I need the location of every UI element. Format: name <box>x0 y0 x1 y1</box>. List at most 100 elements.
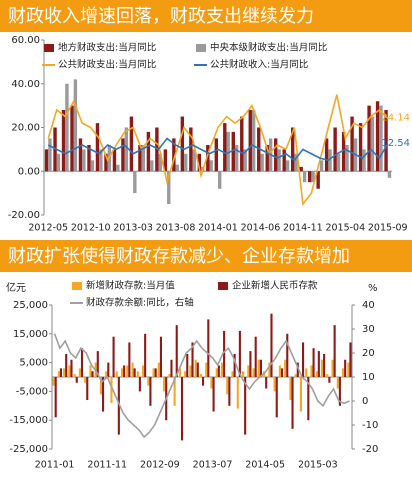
bar <box>99 149 103 172</box>
y2-tick-label: -10 <box>362 420 378 431</box>
bar <box>226 377 229 395</box>
bar <box>307 171 312 183</box>
bar <box>326 374 329 377</box>
bar <box>242 371 245 377</box>
bar <box>312 348 315 377</box>
x-tick-label: 2011-11 <box>87 460 127 471</box>
bar <box>275 377 278 418</box>
bar <box>89 365 92 377</box>
bar <box>249 351 252 377</box>
bar <box>252 368 255 377</box>
bar <box>123 365 126 377</box>
bar <box>121 138 125 172</box>
line <box>47 94 389 207</box>
chart-title: 财政收入增速回落，财政支出继续发力 <box>8 6 314 27</box>
bar <box>175 164 179 172</box>
legend-label: 财政存款余额:同比，右轴 <box>86 297 194 309</box>
bar <box>323 353 326 377</box>
bar <box>215 368 218 377</box>
bar <box>336 153 341 172</box>
bar <box>61 110 66 172</box>
bar <box>68 365 71 377</box>
bar <box>138 145 142 172</box>
bar <box>251 110 256 172</box>
bar <box>233 353 236 377</box>
bar <box>180 116 185 172</box>
bar <box>344 359 347 377</box>
bar <box>317 351 320 377</box>
bar <box>320 359 324 377</box>
bar <box>78 138 83 172</box>
value-label: 24.14 <box>381 112 410 123</box>
bar <box>142 365 145 377</box>
bar <box>199 374 202 377</box>
bar <box>54 377 57 418</box>
bar <box>290 127 295 172</box>
bar <box>150 160 154 172</box>
value-label: 12.54 <box>381 138 410 149</box>
x-tick-label: 2014-05 <box>245 460 285 471</box>
bar <box>205 362 208 377</box>
bar <box>265 145 269 172</box>
bar <box>116 164 120 172</box>
bar <box>338 377 341 406</box>
bar <box>328 377 331 383</box>
y-tick-label: 5,000 <box>19 358 48 369</box>
y2-axis-label: % <box>368 283 378 294</box>
bar <box>296 362 299 377</box>
bar <box>178 368 181 377</box>
bar <box>310 365 313 377</box>
bar <box>379 105 383 172</box>
bar <box>350 116 354 172</box>
bar <box>214 138 218 172</box>
y-tick-label: -25,000 <box>9 444 48 455</box>
bar <box>273 377 276 392</box>
bar <box>223 123 227 172</box>
bar <box>173 377 176 406</box>
bar <box>302 342 305 377</box>
bar <box>243 149 247 172</box>
bar <box>149 377 152 406</box>
y-tick-label: 15,000 <box>13 329 48 340</box>
bar <box>311 171 315 183</box>
y2-tick-label: 40 <box>362 300 375 311</box>
bar <box>157 362 160 377</box>
bar <box>141 145 146 172</box>
bar <box>333 127 337 172</box>
x-tick-label: 2013-03 <box>113 223 153 234</box>
y-tick-label: -20.00 <box>8 210 40 221</box>
bar <box>270 313 273 377</box>
y2-tick-label: 30 <box>362 324 375 335</box>
bar <box>302 171 307 183</box>
bar <box>384 110 388 172</box>
bar <box>112 149 117 172</box>
bar <box>226 131 230 172</box>
bar <box>218 171 222 189</box>
bar <box>315 371 318 377</box>
x-tick-label: 2014-11 <box>283 223 323 234</box>
bar <box>158 153 162 172</box>
bar <box>91 371 94 377</box>
y-axis-label: 亿元 <box>6 281 26 294</box>
bar <box>168 374 171 377</box>
bar <box>278 365 281 377</box>
bar <box>163 149 168 172</box>
bar <box>87 145 91 172</box>
bar <box>96 351 99 377</box>
bar <box>345 145 349 172</box>
legend-label: 企业新增人民币存款 <box>232 280 318 292</box>
bar <box>268 362 271 377</box>
bar <box>358 123 363 172</box>
bar <box>223 330 226 377</box>
y2-tick-label: 0 <box>362 396 368 407</box>
y-tick-label: 20.00 <box>11 123 40 134</box>
bar <box>324 138 329 172</box>
bar <box>231 131 235 172</box>
legend-label: 公共财政收入:当月同比 <box>210 59 308 71</box>
x-tick-label: 2012-09 <box>140 460 180 471</box>
bar <box>362 149 366 172</box>
bar <box>289 377 292 401</box>
y-tick-label: -5,000 <box>16 386 48 397</box>
bar <box>146 131 151 172</box>
bar <box>110 377 113 403</box>
